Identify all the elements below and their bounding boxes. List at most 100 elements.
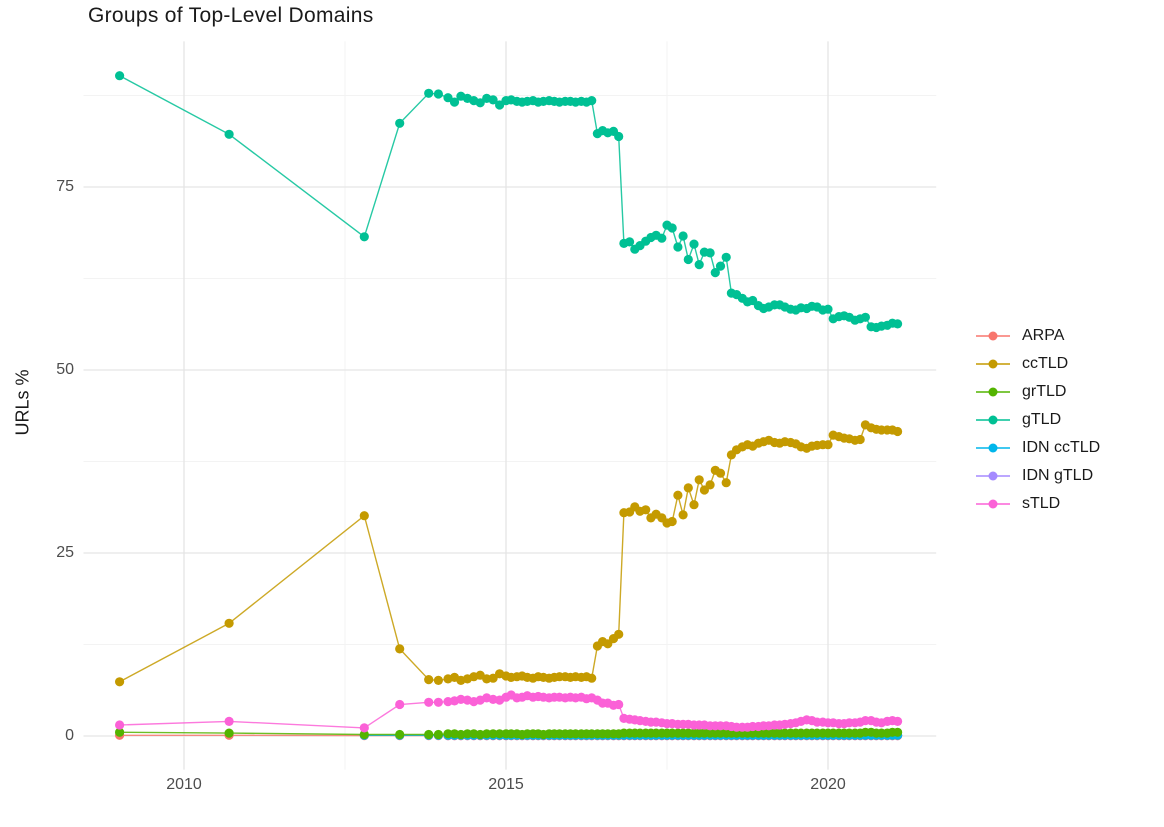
data-point bbox=[495, 100, 505, 110]
data-point bbox=[443, 729, 453, 739]
data-point bbox=[433, 89, 443, 99]
data-point bbox=[224, 618, 234, 628]
data-point bbox=[683, 483, 693, 493]
data-point bbox=[482, 729, 492, 739]
data-point bbox=[678, 510, 688, 520]
data-point bbox=[433, 697, 443, 707]
data-point bbox=[443, 93, 453, 103]
data-point bbox=[395, 729, 405, 740]
data-point bbox=[667, 516, 677, 527]
data-point bbox=[115, 727, 125, 737]
data-point bbox=[823, 440, 833, 450]
data-point bbox=[694, 475, 704, 485]
data-point bbox=[625, 237, 635, 247]
legend-key-icon bbox=[976, 414, 1010, 426]
data-point bbox=[587, 673, 597, 683]
legend-key-icon bbox=[976, 470, 1010, 482]
x-tick-label-2010: 2010 bbox=[166, 776, 202, 793]
legend-key-icon bbox=[976, 358, 1010, 370]
legend-item-stld: sTLD bbox=[976, 490, 1100, 518]
data-point bbox=[673, 490, 683, 500]
data-point bbox=[224, 716, 234, 727]
data-point bbox=[721, 252, 731, 262]
data-point bbox=[587, 96, 597, 106]
series-stld bbox=[115, 690, 903, 733]
y-tick-label-0: 0 bbox=[65, 727, 74, 744]
data-point bbox=[893, 319, 903, 329]
data-point bbox=[614, 131, 624, 142]
data-point bbox=[424, 729, 434, 740]
y-tick-label-75: 75 bbox=[56, 178, 74, 195]
data-point bbox=[395, 118, 405, 128]
y-tick-label-50: 50 bbox=[56, 361, 74, 378]
data-point bbox=[395, 699, 405, 710]
data-point bbox=[395, 644, 405, 654]
legend-key-dot bbox=[988, 499, 998, 509]
data-point bbox=[115, 71, 125, 81]
data-point bbox=[705, 248, 715, 258]
data-point bbox=[860, 312, 871, 322]
legend-key-icon bbox=[976, 386, 1010, 398]
data-point bbox=[488, 729, 498, 739]
legend-key-dot bbox=[988, 415, 998, 425]
data-point bbox=[667, 223, 677, 233]
data-point bbox=[893, 727, 903, 737]
legend-label: IDN ccTLD bbox=[1022, 439, 1101, 456]
data-point bbox=[893, 426, 903, 437]
legend-item-arpa: ARPA bbox=[976, 322, 1100, 350]
legend-key-icon bbox=[976, 498, 1010, 510]
data-point bbox=[433, 729, 443, 740]
y-axis-title: URLs % bbox=[12, 369, 33, 436]
data-point bbox=[673, 242, 683, 252]
data-point bbox=[715, 468, 726, 478]
data-point bbox=[678, 231, 688, 241]
legend-key-dot bbox=[988, 359, 998, 369]
data-point bbox=[359, 729, 369, 740]
data-point bbox=[115, 720, 125, 730]
data-point bbox=[689, 239, 699, 249]
legend-key-dot bbox=[988, 443, 998, 453]
data-point bbox=[715, 261, 726, 271]
legend-key-dot bbox=[988, 387, 998, 397]
data-point bbox=[224, 728, 234, 738]
legend-label: ccTLD bbox=[1022, 355, 1069, 372]
legend-item-gtld: gTLD bbox=[976, 406, 1100, 434]
legend-label: IDN gTLD bbox=[1022, 467, 1094, 484]
x-tick-label-2015: 2015 bbox=[488, 776, 524, 793]
data-point bbox=[424, 675, 434, 685]
legend-key-dot bbox=[988, 471, 998, 481]
legend-item-cctld: ccTLD bbox=[976, 350, 1100, 378]
data-point bbox=[424, 88, 434, 98]
x-tick-label-2020: 2020 bbox=[810, 776, 846, 793]
series-line bbox=[119, 75, 898, 329]
legend-key-icon bbox=[976, 330, 1010, 342]
data-point bbox=[657, 233, 667, 243]
legend-item-idn-gtld: IDN gTLD bbox=[976, 462, 1100, 490]
data-point bbox=[359, 232, 369, 242]
data-point bbox=[449, 97, 460, 107]
legend-label: sTLD bbox=[1022, 495, 1061, 512]
data-point bbox=[683, 254, 693, 265]
legend-label: ARPA bbox=[1022, 327, 1065, 344]
legend-item-grtld: grTLD bbox=[976, 378, 1100, 406]
y-tick-label-25: 25 bbox=[56, 544, 74, 561]
data-point bbox=[694, 260, 704, 270]
data-point bbox=[462, 729, 472, 739]
data-point bbox=[488, 673, 498, 683]
data-point bbox=[614, 699, 624, 710]
legend: ARPA ccTLD grTLD gTLD IDN ccTLD IDN gTLD sTLD bbox=[976, 322, 1100, 518]
legend-label: grTLD bbox=[1022, 383, 1067, 400]
legend-label: gTLD bbox=[1022, 411, 1062, 428]
data-point bbox=[359, 723, 369, 733]
chart-title: Groups of Top-Level Domains bbox=[88, 4, 374, 27]
data-point bbox=[224, 129, 234, 139]
data-point bbox=[495, 729, 505, 739]
data-point bbox=[359, 511, 369, 521]
legend-key-dot bbox=[988, 331, 998, 341]
data-point bbox=[641, 505, 651, 515]
data-point bbox=[855, 434, 865, 445]
data-point bbox=[705, 480, 715, 490]
legend-item-idn-cctld: IDN ccTLD bbox=[976, 434, 1100, 462]
